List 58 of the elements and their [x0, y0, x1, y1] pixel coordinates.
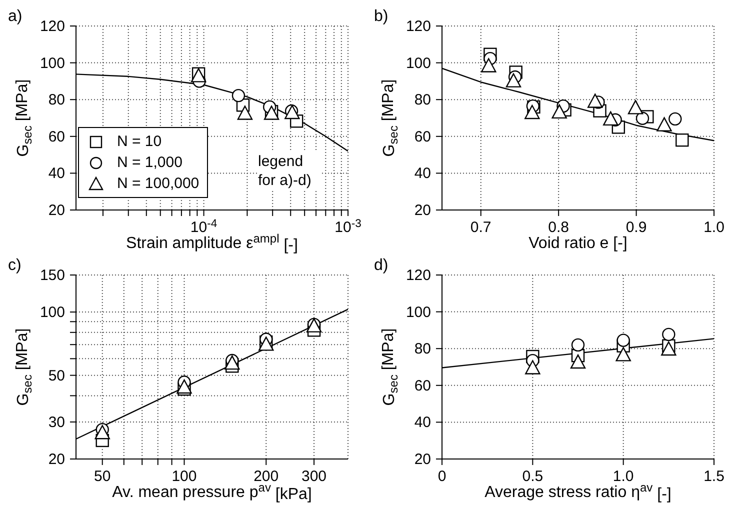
y-tick-label: 100 [40, 54, 65, 72]
point [661, 341, 676, 356]
point [571, 338, 585, 352]
y-tick-label: 100 [406, 304, 431, 321]
legend-label: N = 100,000 [117, 174, 200, 194]
y-tick-label: 100 [406, 54, 431, 72]
chart-title: a) [8, 8, 22, 26]
y-tick-label: 20 [414, 202, 431, 219]
y-tick-label: 150 [40, 267, 65, 284]
y-tick-label: 40 [48, 165, 65, 182]
y-tick-label: 40 [414, 414, 431, 432]
point [668, 112, 682, 126]
point [570, 354, 586, 369]
x-tick-label: 0.9 [626, 219, 647, 236]
y-tick-label: 100 [40, 304, 65, 322]
legend-label: N = 1,000 [117, 153, 182, 173]
y-tick-label: 20 [48, 451, 65, 468]
y-tick-label: 20 [48, 202, 65, 219]
x-tick-label: 50 [94, 468, 111, 485]
point [628, 100, 644, 114]
x-tick-label: 0.8 [548, 219, 569, 236]
point [506, 73, 522, 88]
point [616, 347, 631, 362]
chart-title: c) [8, 257, 22, 275]
y-tick-label: 80 [414, 340, 431, 358]
y-tick-label: 60 [414, 128, 431, 146]
point [524, 104, 540, 120]
y-tick-label: 40 [414, 165, 431, 182]
point [636, 112, 650, 125]
y-tick-label: 120 [406, 18, 431, 35]
point [662, 328, 676, 342]
x-tick-label: 10$^{-3}$ [334, 218, 362, 236]
y-tick-label: 120 [40, 18, 65, 35]
x-tick-label: 0 [438, 468, 446, 485]
point [656, 117, 672, 132]
annotation: legend for a)-d) [258, 152, 322, 190]
x-tick-label: 0.7 [470, 219, 492, 236]
legend-label: N = 10 [117, 132, 162, 152]
x-axis-title: Void ratio e [-] [528, 235, 628, 252]
x-tick-label: 1.0 [704, 219, 724, 236]
y-tick-label: 80 [414, 92, 431, 109]
y-tick-label: 60 [414, 377, 431, 394]
y-tick-label: 80 [48, 92, 65, 109]
x-tick-label: 1.5 [704, 468, 724, 485]
y-tick-label: 50 [48, 367, 65, 384]
y-tick-label: 20 [414, 451, 431, 468]
y-tick-label: 120 [406, 267, 431, 284]
y-tick-label: 30 [48, 414, 65, 431]
point [552, 104, 567, 119]
point [587, 94, 603, 108]
point [481, 58, 496, 72]
y-tick-label: 60 [48, 128, 65, 146]
chart-title: b) [374, 8, 388, 26]
point [616, 334, 630, 347]
chart-title: d) [374, 257, 388, 275]
point [525, 360, 540, 374]
point [676, 133, 689, 147]
point [603, 111, 618, 126]
